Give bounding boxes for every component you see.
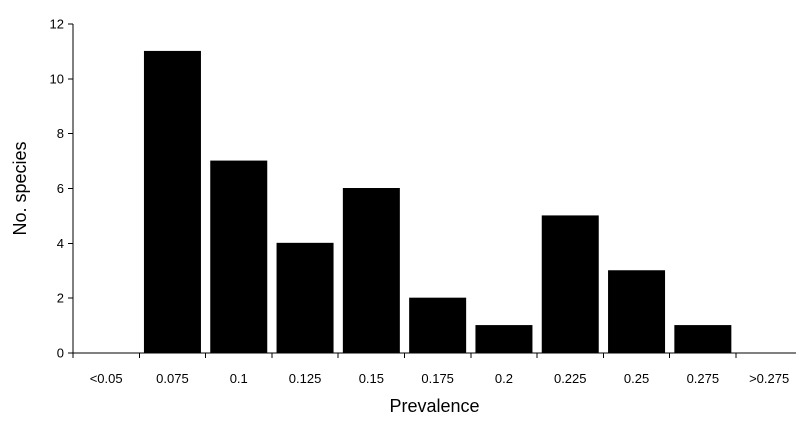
x-tick-label: 0.075	[156, 371, 189, 386]
bar-0.275	[675, 326, 731, 353]
bar-0.2	[476, 326, 532, 353]
y-tick-label: 4	[57, 236, 64, 251]
x-ticks: <0.05 0.075 0.1 0.125 0.15 0.175 0.2 0.225 0.25 0…	[73, 353, 789, 386]
x-tick-label: 0.175	[421, 371, 454, 386]
x-tick-label: 0.225	[554, 371, 587, 386]
y-tick-label: 6	[57, 181, 64, 196]
bars-layer	[144, 51, 730, 353]
x-tick-label: 0.125	[289, 371, 322, 386]
bar-0.1	[211, 161, 267, 353]
y-tick-label: 8	[57, 126, 64, 141]
y-tick-label: 2	[57, 291, 64, 306]
x-axis-title: Prevalence	[389, 396, 479, 416]
bar-0.25	[609, 271, 665, 353]
x-tick-label: 0.2	[495, 371, 513, 386]
x-tick-label: <0.05	[90, 371, 123, 386]
y-tick-label: 10	[50, 71, 64, 86]
bar-0.175	[410, 298, 466, 353]
y-ticks: 0 2 4 6 8 10 12	[50, 17, 73, 361]
x-tick-label: 0.15	[359, 371, 384, 386]
x-tick-label: >0.275	[749, 371, 789, 386]
bar-0.225	[542, 216, 598, 353]
bar-0.075	[144, 51, 200, 353]
x-tick-label: 0.275	[687, 371, 720, 386]
y-tick-label: 0	[57, 346, 64, 361]
x-tick-label: 0.1	[230, 371, 248, 386]
y-tick-label: 12	[50, 17, 64, 32]
bar-0.125	[277, 243, 333, 353]
x-tick-label: 0.25	[624, 371, 649, 386]
y-axis-title: No. species	[10, 141, 30, 235]
bar-0.15	[343, 189, 399, 354]
